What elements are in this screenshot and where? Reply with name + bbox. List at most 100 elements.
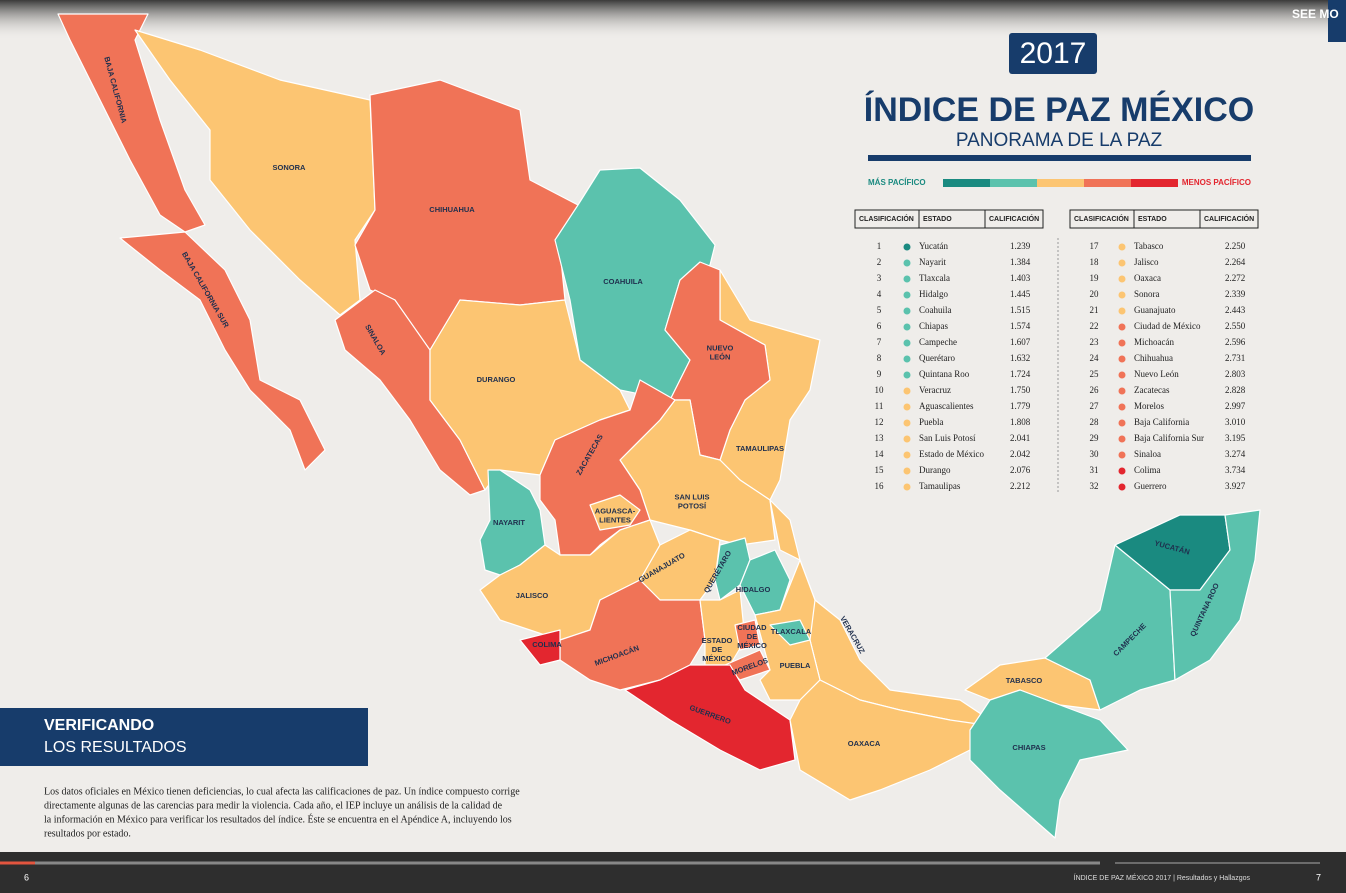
- section-title: VERIFICANDO: [44, 717, 154, 734]
- state-name: Nuevo León: [1134, 369, 1179, 379]
- score: 2.076: [1010, 465, 1031, 475]
- rank: 12: [875, 417, 884, 427]
- state-label-line: CHIAPAS: [1012, 743, 1045, 752]
- rank: 2: [877, 257, 882, 267]
- page-right: 7: [1316, 872, 1321, 882]
- body-line: la información en México para verificar …: [44, 813, 512, 825]
- rank-dot: [903, 371, 911, 379]
- state-label-line: MÉXICO: [702, 654, 732, 663]
- state-label-line: DURANGO: [477, 375, 516, 384]
- state-label: TLAXCALA: [771, 627, 812, 636]
- state: [57, 13, 206, 233]
- state-label: CHIHUAHUA: [429, 205, 475, 214]
- state-name: Oaxaca: [1134, 273, 1161, 283]
- rank-dot: [903, 307, 911, 315]
- state-name: Jalisco: [1134, 257, 1159, 267]
- state: [134, 29, 376, 316]
- score: 2.212: [1010, 481, 1030, 491]
- score: 1.779: [1010, 401, 1031, 411]
- rank-dot: [1118, 275, 1126, 283]
- rank-dot: [903, 467, 911, 475]
- state-name: Tabasco: [1134, 241, 1164, 251]
- column-header: CALIFICACIÓN: [989, 214, 1039, 223]
- rank: 22: [1090, 321, 1099, 331]
- rank: 21: [1090, 305, 1099, 315]
- rank: 3: [877, 273, 882, 283]
- state-name: San Luis Potosí: [919, 433, 976, 443]
- score: 2.443: [1225, 305, 1246, 315]
- state-name: Guanajuato: [1134, 305, 1176, 315]
- state-label: COLIMA: [532, 640, 562, 649]
- map: [57, 13, 1261, 839]
- score: 2.339: [1225, 289, 1246, 299]
- rank-dot: [903, 291, 911, 299]
- state-name: Aguascalientes: [919, 401, 974, 411]
- state-label-line: SONORA: [273, 163, 307, 172]
- rank-dot: [1118, 419, 1126, 427]
- score: 2.596: [1225, 337, 1246, 347]
- column-header: ESTADO: [1138, 216, 1167, 223]
- state-label-line: AGUASCA-: [595, 506, 636, 515]
- column-header: CLASIFICACIÓN: [859, 214, 914, 223]
- rank: 7: [877, 337, 882, 347]
- state-label: DURANGO: [477, 375, 516, 384]
- state-name: Durango: [919, 465, 951, 475]
- score: 3.734: [1225, 465, 1246, 475]
- state-label: TAMAULIPAS: [736, 444, 784, 453]
- year: 2017: [1020, 37, 1087, 70]
- rank-dot: [1118, 323, 1126, 331]
- state-label: CHIAPAS: [1012, 743, 1045, 752]
- legend-swatch: [1084, 179, 1131, 187]
- rank: 8: [877, 353, 882, 363]
- rank: 23: [1090, 337, 1100, 347]
- state: [519, 629, 561, 666]
- rank-dot: [1118, 339, 1126, 347]
- state-name: Tamaulipas: [919, 481, 961, 491]
- score: 2.042: [1010, 449, 1030, 459]
- rank-dot: [903, 387, 911, 395]
- state-label: COAHUILA: [603, 277, 643, 286]
- state-name: Michoacán: [1134, 337, 1174, 347]
- state-label-line: DE: [747, 632, 757, 641]
- state-name: Chiapas: [919, 321, 948, 331]
- rank: 28: [1090, 417, 1100, 427]
- state-label-line: NAYARIT: [493, 518, 525, 527]
- rank: 13: [875, 433, 885, 443]
- rank-dot: [1118, 467, 1126, 475]
- score: 3.010: [1225, 417, 1246, 427]
- rank: 15: [875, 465, 885, 475]
- score: 2.041: [1010, 433, 1030, 443]
- score: 1.403: [1010, 273, 1031, 283]
- see-more-link[interactable]: SEE MO: [1292, 7, 1339, 21]
- state-name: Sinaloa: [1134, 449, 1161, 459]
- legend-swatch: [943, 179, 990, 187]
- score: 1.750: [1010, 385, 1031, 395]
- rank: 16: [875, 481, 885, 491]
- state-name: Zacatecas: [1134, 385, 1170, 395]
- state-label-line: PUEBLA: [780, 661, 811, 670]
- score: 3.195: [1225, 433, 1246, 443]
- footer-center: ÍNDICE DE PAZ MÉXICO 2017 | Resultados y…: [1074, 873, 1251, 882]
- title: ÍNDICE DE PAZ MÉXICO: [864, 91, 1254, 129]
- state-label: HIDALGO: [736, 585, 771, 594]
- score: 2.272: [1225, 273, 1245, 283]
- rank: 26: [1090, 385, 1100, 395]
- score: 1.607: [1010, 337, 1031, 347]
- state-label-line: COAHUILA: [603, 277, 643, 286]
- state-label-line: MÉXICO: [737, 641, 767, 650]
- top-shade: [0, 0, 1346, 40]
- rank: 9: [877, 369, 882, 379]
- state-name: Puebla: [919, 417, 944, 427]
- score: 1.384: [1010, 257, 1031, 267]
- state-name: Chihuahua: [1134, 353, 1173, 363]
- state-name: Ciudad de México: [1134, 321, 1201, 331]
- state-label: TABASCO: [1006, 676, 1043, 685]
- state-label-line: OAXACA: [848, 739, 881, 748]
- state-label-line: TABASCO: [1006, 676, 1043, 685]
- score: 1.632: [1010, 353, 1030, 363]
- column-header: CALIFICACIÓN: [1204, 214, 1254, 223]
